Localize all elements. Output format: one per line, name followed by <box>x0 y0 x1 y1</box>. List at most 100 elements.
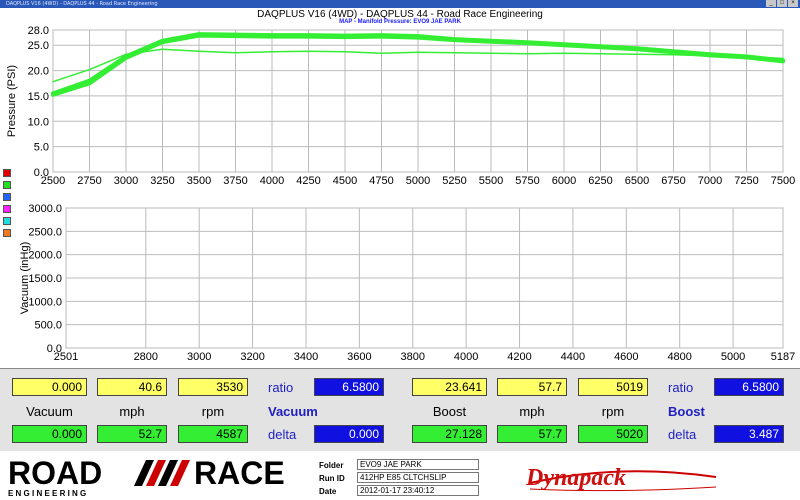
runid-field[interactable]: 412HP E85 CLTCHSLIP <box>357 472 479 483</box>
dynapack-text: Dynapack <box>525 465 626 491</box>
pressure-x-tick-label: 6750 <box>661 175 685 187</box>
vacuum-value-bottom: 0.000 <box>12 425 87 443</box>
vacuum-x-tick-label: 2800 <box>134 351 158 363</box>
minimize-button[interactable]: _ <box>766 0 776 7</box>
vacuum-col-label: Vacuum <box>26 404 73 419</box>
folder-label: Folder <box>319 461 344 470</box>
logo-race-text: RACE <box>194 455 285 491</box>
pressure-series-line-1 <box>51 33 785 97</box>
pressure-x-tick-label: 7500 <box>771 175 795 187</box>
vacuum-x-tick-label: 3600 <box>347 351 371 363</box>
pressure-y-tick-label: 25.0 <box>28 40 49 52</box>
vacuum-x-tick-label: 4800 <box>667 351 691 363</box>
boost-value-top: 23.641 <box>412 378 487 396</box>
pressure-x-tick-label: 6000 <box>552 175 576 187</box>
boost-delta-value: 3.487 <box>714 425 784 443</box>
channel-swatch-magenta[interactable] <box>3 205 11 213</box>
vacuum-x-tick-label: 4600 <box>614 351 638 363</box>
pressure-chart: 2500 2750 3000 3250 3500 3750 4000 4250 4500 4750… <box>6 25 795 187</box>
pressure-x-tick-label: 6250 <box>588 175 612 187</box>
vacuum-x-tick-label: 5187 <box>771 351 795 363</box>
pressure-x-tick-label: 5000 <box>406 175 430 187</box>
chart-title: DAQPLUS V16 (4WD) - DAQPLUS 44 - Road Ra… <box>257 9 543 20</box>
vacuum-y-tick-label: 0.0 <box>47 343 62 355</box>
pressure-x-tick-label: 5250 <box>442 175 466 187</box>
vacuum-x-tick-label: 3400 <box>294 351 318 363</box>
boost-rpm-bottom: 5020 <box>578 425 648 443</box>
date-label: Date <box>319 487 337 496</box>
road-race-logo: ROAD RACE E N G I N E E R I N G <box>8 455 285 498</box>
channel-swatch-green[interactable] <box>3 181 11 189</box>
window-titlebar: DAQPLUS V16 (4WD) - DAQPLUS 44 - Road Ra… <box>0 0 800 8</box>
vacuum-delta-value: 0.000 <box>314 425 384 443</box>
vacuum-x-tick-label: 3800 <box>401 351 425 363</box>
window-title: DAQPLUS V16 (4WD) - DAQPLUS 44 - Road Ra… <box>6 1 158 7</box>
vacuum-mph-bottom: 52.7 <box>97 425 167 443</box>
vacuum-rpm-top: 3530 <box>178 378 248 396</box>
pressure-x-tick-label: 2500 <box>41 175 65 187</box>
pressure-x-tick-label: 5750 <box>515 175 539 187</box>
boost-mph-bottom: 57.7 <box>497 425 567 443</box>
boost-heading: Boost <box>668 404 705 419</box>
pressure-series-line-2 <box>52 48 784 83</box>
pressure-x-tick-label: 4500 <box>333 175 357 187</box>
vacuum-y-tick-label: 500.0 <box>34 320 62 332</box>
vacuum-heading: Vacuum <box>268 404 318 419</box>
channel-swatch-cyan[interactable] <box>3 217 11 225</box>
folder-field[interactable]: EVO9 JAE PARK <box>357 459 479 470</box>
pressure-x-tick-label: 3250 <box>150 175 174 187</box>
pressure-y-tick-label: 15.0 <box>28 91 49 103</box>
pressure-x-tick-label: 7250 <box>734 175 758 187</box>
pressure-x-tick-label: 3500 <box>187 175 211 187</box>
vacuum-chart: 2501 2800 3000 3200 3400 3600 3800 4000 4200 4400… <box>19 203 795 363</box>
logo-slashes <box>134 460 190 486</box>
vacuum-x-tick-label: 4000 <box>454 351 478 363</box>
boost-value-bottom: 27.128 <box>412 425 487 443</box>
date-field[interactable]: 2012-01-17 23:40:12 <box>357 485 479 496</box>
pressure-x-tick-label: 3000 <box>114 175 138 187</box>
pressure-y-axis-label: Pressure (PSI) <box>6 65 18 137</box>
dynapack-logo: Dynapack <box>525 465 717 492</box>
boost-rpm-label: rpm <box>601 404 625 419</box>
vacuum-ratio-label: ratio <box>268 380 294 395</box>
vacuum-y-axis-label: Vacuum (inHg) <box>19 242 31 315</box>
maximize-button[interactable]: □ <box>777 0 787 7</box>
vacuum-rpm-bottom: 4587 <box>178 425 248 443</box>
pressure-x-tick-label: 3750 <box>223 175 247 187</box>
vacuum-rpm-label: rpm <box>201 404 225 419</box>
pressure-y-tick-label: 0.0 <box>34 167 49 179</box>
footer: ROAD RACE E N G I N E E R I N G Folder E… <box>0 451 800 500</box>
vacuum-y-tick-label: 3000.0 <box>28 203 62 215</box>
channel-swatch-orange[interactable] <box>3 229 11 237</box>
vacuum-x-tick-label: 3200 <box>240 351 264 363</box>
runid-label: Run ID <box>319 474 345 483</box>
boost-mph-top: 57.7 <box>497 378 567 396</box>
vacuum-x-tick-label: 4200 <box>507 351 531 363</box>
boost-rpm-top: 5019 <box>578 378 648 396</box>
vacuum-y-tick-label: 1500.0 <box>28 273 62 285</box>
pressure-x-tick-label: 6500 <box>625 175 649 187</box>
pressure-y-tick-label: 5.0 <box>34 142 49 154</box>
vacuum-y-tick-label: 1000.0 <box>28 296 62 308</box>
pressure-x-tick-label: 5500 <box>479 175 503 187</box>
boost-mph-label: mph <box>519 404 545 419</box>
boost-col-label: Boost <box>432 404 467 419</box>
vacuum-x-tick-label: 2501 <box>54 351 78 363</box>
pressure-y-tick-label: 28.0 <box>28 25 49 37</box>
window-controls: _ □ × <box>766 0 798 8</box>
readout-panel: 0.000 40.6 3530 ratio 6.5800 Vacuum mph … <box>0 368 800 452</box>
vacuum-mph-label: mph <box>119 404 145 419</box>
close-button[interactable]: × <box>788 0 798 7</box>
boost-delta-label: delta <box>668 427 697 442</box>
vacuum-ratio-value: 6.5800 <box>314 378 384 396</box>
pressure-x-tick-label: 4250 <box>296 175 320 187</box>
vacuum-value-top: 0.000 <box>12 378 87 396</box>
vacuum-x-tick-label: 4400 <box>561 351 585 363</box>
vacuum-mph-top: 40.6 <box>97 378 167 396</box>
pressure-y-tick-label: 20.0 <box>28 66 49 78</box>
logo-road-text: ROAD <box>8 455 102 491</box>
channel-swatch-red[interactable] <box>3 169 11 177</box>
channel-swatch-blue[interactable] <box>3 193 11 201</box>
dyno-charts: 2500 2750 3000 3250 3500 3750 4000 4250 4500 4750… <box>6 25 795 363</box>
boost-ratio-value: 6.5800 <box>714 378 784 396</box>
